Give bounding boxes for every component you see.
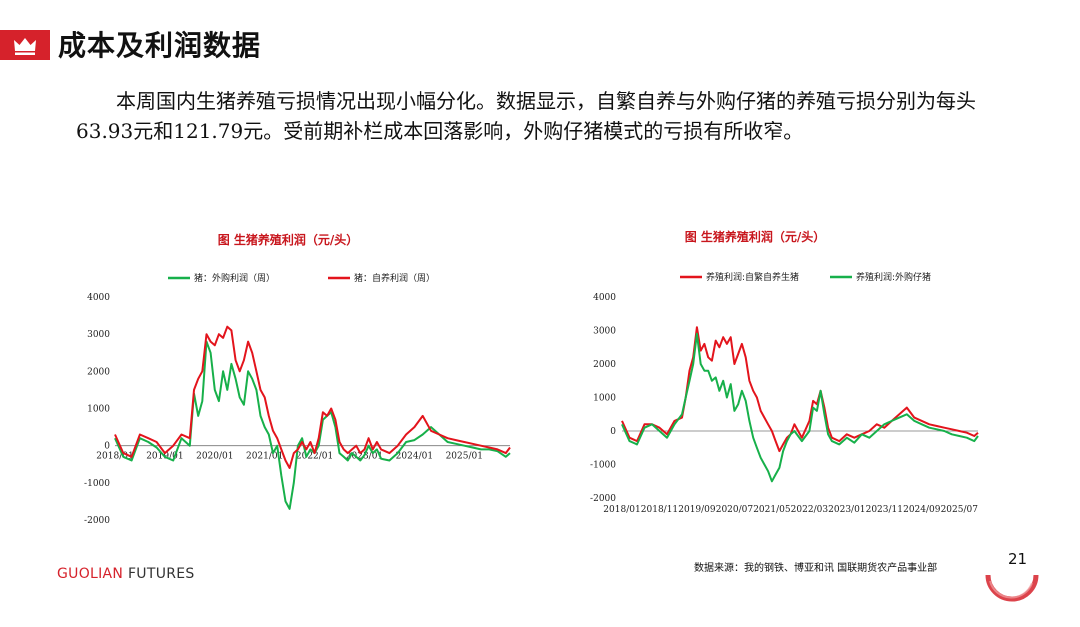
c1-x-tick-label-9: 2025/07: [941, 505, 979, 515]
c0-legend-label-0: 猪：外购利润（周）: [194, 272, 275, 284]
data-source-note: 数据来源：我的钢铁、博亚和讯 国联期货农产品事业部: [694, 563, 938, 574]
c0-x-tick-label-7: 2025/01: [446, 452, 483, 462]
c1-x-tick-label-5: 2022/03: [791, 505, 829, 515]
c1-y-tick-label-4: 0: [610, 427, 616, 437]
c1-y-tick-label-2: 2000: [593, 360, 616, 370]
c1-x-tick-label-3: 2020/07: [716, 505, 754, 515]
right-chart-svg: 图 生猪养殖利润（元/头） 养殖利润:自繁自养生猪 养殖利润:外购仔猪 4000 300…: [590, 229, 979, 515]
c1-series-line-1: [621, 332, 979, 483]
c0-x-tick-label-3: 2021/01: [246, 452, 283, 462]
c1-x-tick-label-8: 2024/09: [903, 505, 941, 515]
c1-y-tick-label-3: 1000: [593, 394, 616, 404]
right-profit-chart: 图 生猪养殖利润（元/头） 养殖利润:自繁自养生猪 养殖利润:外购仔猪 4000 300…: [590, 222, 990, 522]
c1-legend-label-0: 养殖利润:自繁自养生猪: [706, 271, 799, 283]
c1-x-tick-label-1: 2018/11: [641, 505, 678, 515]
c1-x-tick-label-2: 2019/09: [678, 505, 716, 515]
c1-legend-label-1: 养殖利润:外购仔猪: [856, 271, 931, 283]
brand-logo-main: GUOLIAN: [57, 566, 124, 582]
c1-x-tick-label-4: 2021/05: [753, 505, 791, 515]
c0-legend-label-1: 猪：自养利润（周）: [354, 272, 435, 284]
c0-x-tick-label-2: 2020/01: [196, 452, 233, 462]
left-chart-svg: 图 生猪养殖利润（元/头） 猪：外购利润（周） 猪：自养利润（周） 4000 3000 2…: [84, 232, 511, 526]
c1-x-tick-label-0: 2018/01: [603, 505, 640, 515]
c0-y-tick-label-1: 3000: [87, 330, 110, 340]
c0-y-tick-label-5: -1000: [84, 479, 110, 489]
c0-chart-title: 图 生猪养殖利润（元/头）: [218, 232, 359, 247]
crown-icon: [14, 38, 36, 55]
c1-x-tick-label-7: 2023/11: [866, 505, 903, 515]
c0-x-tick-label-4: 2022/01: [296, 452, 333, 462]
c1-chart-title: 图 生猪养殖利润（元/头）: [685, 229, 826, 244]
c0-y-tick-label-2: 2000: [87, 367, 110, 377]
c0-series-line-0: [114, 340, 511, 510]
swoosh-decoration-icon: [985, 574, 1039, 602]
c1-x-tick-label-6: 2023/01: [828, 505, 865, 515]
c1-y-tick-label-0: 4000: [593, 293, 616, 303]
page-number: 21: [1008, 550, 1028, 568]
c1-y-tick-label-6: -2000: [590, 494, 616, 504]
c1-y-tick-label-1: 3000: [593, 327, 616, 337]
c0-x-tick-label-6: 2024/01: [396, 452, 433, 462]
c1-series-line-0: [621, 326, 979, 453]
c0-series-line-1: [114, 325, 511, 469]
c1-y-tick-label-5: -1000: [590, 461, 616, 471]
c0-y-tick-label-0: 4000: [87, 293, 110, 303]
header-accent-bar: [0, 30, 50, 60]
brand-logo-rest: FUTURES: [123, 566, 195, 582]
left-profit-chart: 图 生猪养殖利润（元/头） 猪：外购利润（周） 猪：自养利润（周） 4000 3000 2…: [80, 222, 520, 542]
summary-paragraph: 本周国内生猪养殖亏损情况出现小幅分化。数据显示，自繁自养与外购仔猪的养殖亏损分别…: [76, 89, 976, 143]
c0-y-tick-label-4: 0: [104, 442, 110, 452]
brand-logo: GUOLIAN FUTURES: [57, 566, 195, 582]
c0-x-tick-label-0: 2018/01: [96, 452, 133, 462]
page-title: 成本及利润数据: [58, 29, 262, 62]
c0-y-tick-label-3: 1000: [87, 405, 110, 415]
c0-y-tick-label-6: -2000: [84, 516, 110, 526]
